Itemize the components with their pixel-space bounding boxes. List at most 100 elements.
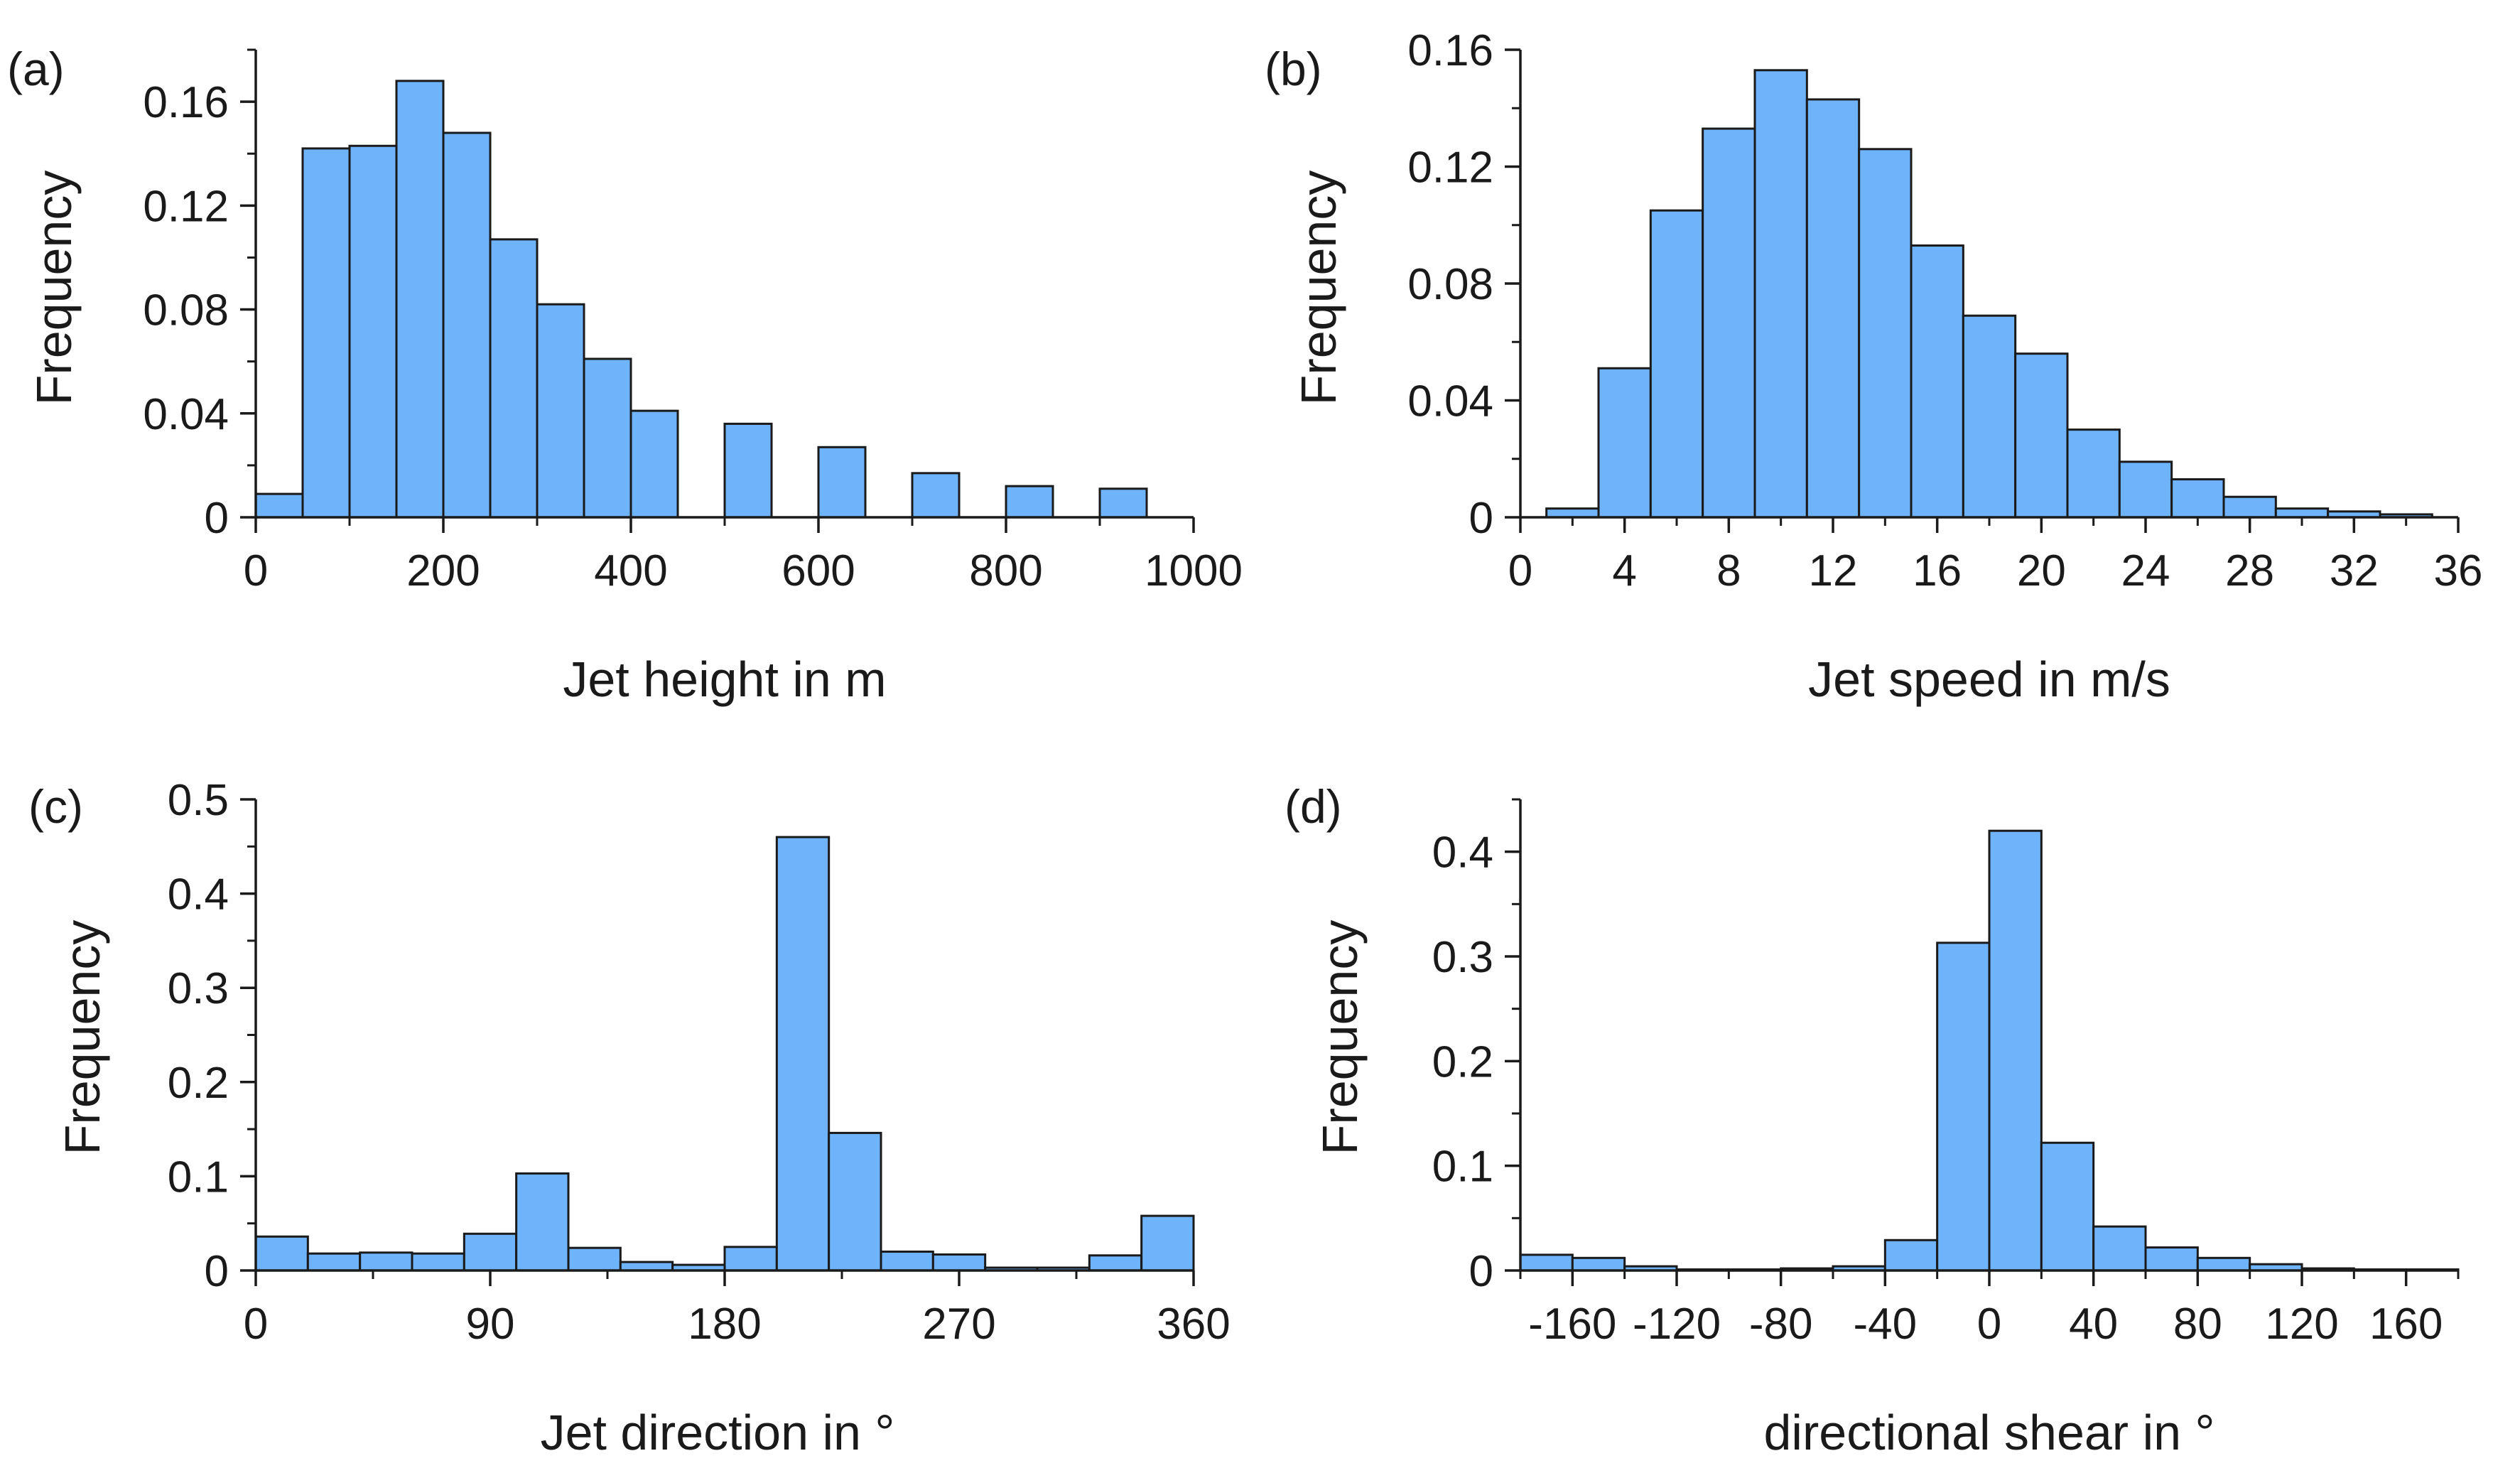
panel-a-y-tick-label: 0.12 bbox=[143, 182, 229, 231]
panel-c-x-tick-label: 270 bbox=[922, 1300, 995, 1349]
panel-c-bar bbox=[828, 1131, 882, 1272]
panel-b-y-tick-label: 0.16 bbox=[1407, 26, 1493, 75]
panel-d-y-tick-label: 0.3 bbox=[1432, 933, 1493, 982]
panel-a-bar bbox=[395, 80, 445, 519]
panel-b-ylabel: Frequency bbox=[1291, 171, 1346, 406]
panel-b-x-tick-label: 28 bbox=[2225, 546, 2274, 595]
panel-a-bars bbox=[254, 80, 1148, 519]
panel-a-bar bbox=[442, 131, 492, 519]
panel-c-y-tick-label: 0.4 bbox=[168, 870, 229, 919]
panel-b-bar bbox=[2066, 428, 2121, 519]
panel-d-bar bbox=[2144, 1246, 2199, 1272]
panel-d-y-tick-label: 0.4 bbox=[1432, 829, 1493, 878]
panel-a-bar bbox=[489, 238, 539, 519]
panel-c-bar bbox=[1088, 1254, 1143, 1272]
panel-c-bar bbox=[723, 1246, 778, 1272]
panel-c-y-tick-label: 0.5 bbox=[168, 776, 229, 825]
panel-a-bar bbox=[1098, 487, 1148, 519]
panel-b-bar bbox=[2274, 507, 2330, 519]
panel-d-x-tick-label: 0 bbox=[1977, 1300, 2001, 1349]
panel-c-x-tick-label: 0 bbox=[244, 1300, 268, 1349]
panel-b-y-tick-label: 0 bbox=[1469, 494, 1493, 543]
panel-c-ylabel: Frequency bbox=[55, 920, 110, 1155]
panel-d-x-tick-label: -120 bbox=[1633, 1300, 1721, 1349]
panel-d-y-tick-label: 0 bbox=[1469, 1247, 1493, 1296]
panel-d-bar bbox=[2196, 1256, 2251, 1272]
panel-b-bar bbox=[1962, 314, 2017, 519]
panel-a-bar bbox=[583, 357, 632, 519]
panel-a-y-tick-label: 0.16 bbox=[143, 78, 229, 127]
panel-b-x-tick-label: 20 bbox=[2017, 546, 2066, 595]
panel-b-label: (b) bbox=[1265, 43, 1322, 95]
panel-a-x-tick-label: 800 bbox=[969, 546, 1042, 595]
panel-c-bar bbox=[1140, 1214, 1195, 1272]
panel-c-x-tick-label: 180 bbox=[688, 1300, 761, 1349]
panel-c-y-tick-label: 0 bbox=[205, 1247, 229, 1296]
panel-d-y-tick-label: 0.1 bbox=[1432, 1143, 1493, 1192]
panel-b-bar bbox=[1649, 209, 1704, 519]
panel-c-y-tick-label: 0.3 bbox=[168, 964, 229, 1013]
panel-d-directional-shear: (d) Frequency directional shear in ° 0 0.… bbox=[1285, 780, 2460, 1460]
panel-c-bar bbox=[306, 1252, 362, 1272]
panel-c-y-tick-label: 0.1 bbox=[168, 1153, 229, 1202]
panel-d-x-tick-label: -80 bbox=[1749, 1300, 1813, 1349]
panel-c-bar bbox=[515, 1172, 570, 1272]
panel-b-y-tick-label: 0.12 bbox=[1407, 144, 1493, 193]
panel-c-xlabel: Jet direction in ° bbox=[541, 1405, 895, 1460]
panel-b-bars bbox=[1545, 69, 2433, 519]
panel-b-bar bbox=[1702, 127, 1756, 519]
panel-b-jet-speed: (b) Frequency Jet speed in m/s 0 0.04 0.08… bbox=[1265, 26, 2482, 707]
panel-a-x-tick-label: 0 bbox=[244, 546, 268, 595]
panel-c-bar bbox=[619, 1261, 674, 1272]
panel-d-y-tick-label: 0.2 bbox=[1432, 1037, 1493, 1086]
panel-b-y-tick-label: 0.08 bbox=[1407, 260, 1493, 309]
panel-c-label: (c) bbox=[28, 780, 83, 833]
panel-d-bar bbox=[1883, 1239, 1939, 1272]
panel-c-bar bbox=[254, 1235, 309, 1272]
panel-b-x-tick-label: 24 bbox=[2121, 546, 2170, 595]
panel-d-x-tick-label: 120 bbox=[2265, 1300, 2338, 1349]
panel-b-bar bbox=[1753, 69, 1808, 519]
panel-a-bar bbox=[1005, 485, 1054, 519]
panel-d-bar bbox=[2092, 1225, 2147, 1272]
panel-c-bar bbox=[359, 1251, 413, 1272]
panel-d-bar bbox=[1571, 1256, 1626, 1272]
panel-c-bar bbox=[880, 1250, 934, 1272]
panel-b-bar bbox=[1597, 367, 1652, 519]
panel-d-bar bbox=[1936, 941, 1991, 1272]
panel-c-bar bbox=[931, 1253, 987, 1272]
panel-d-bar bbox=[1519, 1253, 1574, 1272]
panel-d-x-tick-label: 80 bbox=[2173, 1300, 2222, 1349]
panel-d-label: (d) bbox=[1285, 780, 1342, 833]
panel-a-x-tick-label: 200 bbox=[406, 546, 480, 595]
panel-b-x-tick-label: 36 bbox=[2434, 546, 2483, 595]
panel-b-x-tick-label: 12 bbox=[1809, 546, 1858, 595]
panel-c-bar bbox=[775, 836, 831, 1272]
panel-d-x-tick-label: 160 bbox=[2369, 1300, 2443, 1349]
panel-a-bar bbox=[817, 446, 867, 519]
panel-c-bar bbox=[567, 1246, 622, 1272]
panel-d-x-tick-label: -160 bbox=[1528, 1300, 1616, 1349]
panel-a-bar bbox=[629, 409, 679, 519]
panel-a-y-tick-label: 0.04 bbox=[143, 390, 229, 439]
panel-c-y-tick-label: 0.2 bbox=[168, 1059, 229, 1108]
panel-c-bar bbox=[463, 1232, 518, 1272]
panel-d-bar bbox=[2040, 1141, 2095, 1272]
panel-b-xlabel: Jet speed in m/s bbox=[1808, 652, 2170, 707]
panel-a-x-tick-label: 400 bbox=[594, 546, 667, 595]
panel-a-jet-height: (a) Frequency Jet height in m 0 0.04 0.08 0… bbox=[7, 43, 1243, 707]
panel-d-x-tick-label: -40 bbox=[1854, 1300, 1918, 1349]
panel-b-bar bbox=[1805, 98, 1861, 519]
panel-b-x-tick-label: 16 bbox=[1913, 546, 1962, 595]
panel-d-ylabel: Frequency bbox=[1312, 920, 1368, 1155]
panel-a-label: (a) bbox=[7, 43, 65, 95]
panel-b-x-tick-label: 8 bbox=[1716, 546, 1741, 595]
panel-c-bar bbox=[411, 1252, 465, 1272]
panel-a-x-tick-label: 1000 bbox=[1145, 546, 1243, 595]
panel-d-bar bbox=[1988, 829, 2043, 1272]
panel-b-bar bbox=[2014, 352, 2069, 519]
panel-a-xlabel: Jet height in m bbox=[563, 652, 886, 707]
panel-d-xlabel: directional shear in ° bbox=[1764, 1405, 2215, 1460]
panel-b-bar bbox=[1545, 507, 1600, 519]
